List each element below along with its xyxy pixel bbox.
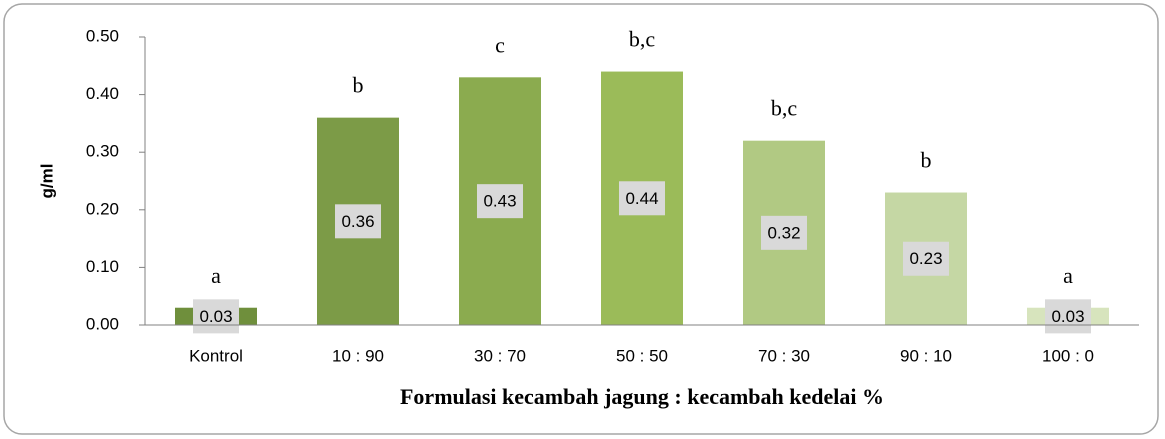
x-tick-label: 90 : 10 (900, 346, 952, 365)
annotation: b (921, 148, 932, 173)
chart-frame (3, 3, 1159, 435)
data-label: 0.23 (909, 249, 942, 268)
data-label: 0.36 (341, 212, 374, 231)
x-tick-label: Kontrol (189, 346, 243, 365)
data-label: 0.03 (199, 307, 232, 326)
annotation: c (495, 32, 505, 57)
x-tick-label: 50 : 50 (616, 346, 668, 365)
x-tick-label: 100 : 0 (1042, 346, 1094, 365)
annotation: b,c (771, 96, 798, 121)
y-axis-title: g/ml (37, 164, 56, 199)
y-tick-label: 0.40 (86, 84, 119, 103)
annotation: b,c (629, 27, 656, 52)
data-label-box (335, 204, 381, 239)
data-label-box (477, 184, 523, 219)
x-axis-title: Formulasi kecambah jagung : kecambah ked… (400, 384, 884, 409)
x-tick-label: 30 : 70 (474, 346, 526, 365)
x-tick-label: 70 : 30 (758, 346, 810, 365)
data-label-box (761, 215, 807, 250)
data-label: 0.32 (767, 223, 800, 242)
data-label: 0.43 (483, 192, 516, 211)
y-tick-label: 0.00 (86, 314, 119, 333)
data-label: 0.03 (1051, 307, 1084, 326)
y-tick-label: 0.20 (86, 199, 119, 218)
data-label-box (619, 181, 665, 216)
y-tick-label: 0.50 (86, 26, 119, 45)
annotation: b (353, 73, 364, 98)
x-tick-label: 10 : 90 (332, 346, 384, 365)
y-tick-label: 0.10 (86, 257, 119, 276)
y-tick-label: 0.30 (86, 142, 119, 161)
annotation: a (1063, 263, 1073, 288)
data-label-box (193, 299, 239, 334)
data-label-box (903, 241, 949, 276)
data-label-box (1045, 299, 1091, 334)
data-label: 0.44 (625, 189, 658, 208)
annotation: a (211, 263, 221, 288)
